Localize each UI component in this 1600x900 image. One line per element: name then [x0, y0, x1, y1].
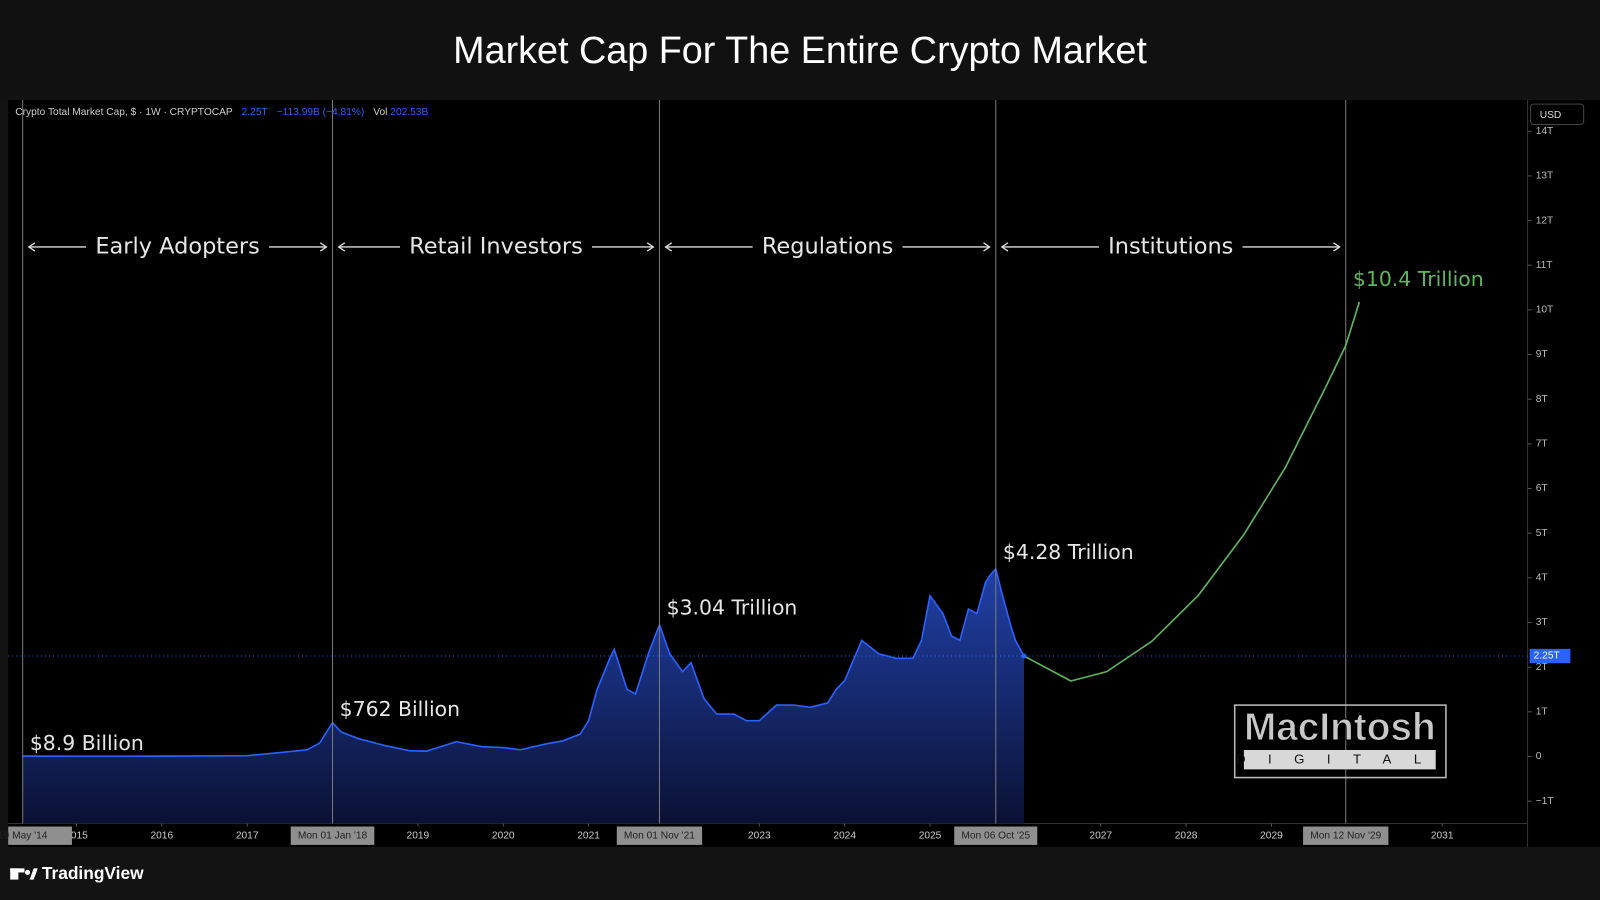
y-tick-label: −1T	[1536, 796, 1554, 807]
phase-arrowhead	[646, 242, 655, 252]
y-tick-label: 14T	[1536, 126, 1554, 137]
marker-label: 19 May '14	[0, 830, 48, 841]
x-tick-label: 2028	[1175, 830, 1198, 841]
x-tick-label: 2024	[833, 830, 856, 841]
area-line	[22, 567, 1025, 758]
header-price: 2.25T	[242, 107, 268, 118]
y-tick-label: 5T	[1536, 528, 1548, 539]
marker-label-box	[290, 826, 375, 845]
y-tick-label: 3T	[1536, 617, 1548, 628]
projection-line	[1024, 301, 1361, 682]
marker-label: Mon 12 Nov '29	[1310, 830, 1381, 841]
x-tick-label: 2025	[919, 830, 942, 841]
plot-area	[8, 100, 1528, 824]
marker-label: Mon 06 Oct '25	[961, 830, 1030, 841]
x-tick-label: 2019	[407, 830, 430, 841]
time-axis	[8, 823, 1528, 847]
watermark-frame	[1233, 704, 1447, 779]
phase-label: Early Adopters	[95, 233, 259, 259]
brand[interactable]: TradingView	[42, 863, 144, 883]
marker-label-box	[8, 826, 72, 845]
logo-shape	[25, 869, 31, 875]
logo-shape	[10, 868, 19, 880]
phase-arrowhead	[27, 242, 36, 252]
phase-label: Retail Investors	[409, 233, 583, 259]
x-tick-label: 2020	[492, 830, 515, 841]
value-annotation: $8.9 Billion	[30, 731, 144, 755]
symbol-header: Crypto Total Market Cap, $ · 1W · CRYPTO…	[15, 107, 428, 118]
y-tick-label: 1T	[1536, 707, 1548, 718]
y-tick-label: 7T	[1536, 439, 1548, 450]
value-annotation: $3.04 Trillion	[667, 595, 798, 619]
vol-value: 202.53B	[390, 107, 428, 118]
y-tick-label: 13T	[1536, 171, 1554, 182]
x-tick-label: 2021	[577, 830, 600, 841]
page-title: Market Cap For The Entire Crypto Market	[453, 29, 1147, 71]
phase-arrowhead	[983, 242, 991, 252]
y-tick-label: 0	[1536, 751, 1542, 762]
y-tick-label: 11T	[1536, 260, 1553, 271]
watermark-sub: DIGITAL	[1236, 752, 1444, 767]
brand-logo	[10, 868, 38, 880]
phase-label: Regulations	[762, 233, 894, 259]
marker-label: Mon 01 Jan '18	[298, 830, 368, 841]
value-annotation: $762 Billion	[340, 697, 460, 721]
area-fill	[22, 568, 1024, 824]
logo-shape	[10, 868, 25, 873]
x-tick-label: 2023	[748, 830, 771, 841]
value-annotation: $10.4 Trillion	[1353, 267, 1484, 291]
watermark-band	[1243, 750, 1436, 770]
phase-arrowhead	[664, 242, 673, 252]
y-tick-label: 6T	[1536, 483, 1548, 494]
y-tick-label: 9T	[1536, 349, 1548, 360]
marker-label-box	[616, 826, 703, 845]
y-tick-label: 12T	[1536, 215, 1554, 226]
phase-label: Institutions	[1108, 233, 1233, 259]
last-price-dot	[1021, 653, 1027, 659]
phase-arrowhead	[1000, 242, 1009, 252]
y-tick-label: 2T	[1536, 662, 1548, 673]
header-change: −113.99B (−4.81%)	[277, 107, 365, 118]
last-price-label: 2.25T	[1534, 651, 1560, 662]
phase-arrowhead	[337, 242, 346, 252]
marker-label: Mon 01 Nov '21	[624, 830, 695, 841]
y-tick-label: 4T	[1536, 573, 1548, 584]
y-tick-label: 8T	[1536, 394, 1548, 405]
currency: USD	[1540, 110, 1562, 121]
x-tick-label: 2031	[1431, 830, 1454, 841]
currency-box[interactable]	[1530, 103, 1585, 125]
x-tick-label: 2027	[1089, 830, 1112, 841]
watermark: MacIntosh DIGITAL	[1233, 704, 1447, 779]
symbol: Crypto Total Market Cap, $ · 1W · CRYPTO…	[15, 107, 233, 118]
x-tick-label: 2029	[1260, 830, 1283, 841]
last-price-box	[1529, 648, 1571, 664]
plot: Early Adopters Retail Investors Regulation…	[8, 100, 1528, 824]
x-tick-label: 2017	[236, 830, 259, 841]
y-tick-label: 10T	[1536, 305, 1554, 316]
marker-label-box	[954, 826, 1038, 845]
title-bar	[0, 0, 1600, 97]
x-tick-label: 2015	[65, 830, 88, 841]
value-annotation: $4.28 Trillion	[1003, 540, 1134, 564]
phase-arrowhead	[1333, 242, 1341, 252]
x-tick-label: 2016	[150, 830, 173, 841]
marker-label-box	[1303, 826, 1389, 845]
vol-label: Vol	[373, 107, 387, 118]
phase-arrowhead	[319, 242, 328, 252]
price-axis	[1527, 100, 1600, 847]
logo-shape	[29, 868, 38, 880]
watermark-name: MacIntosh	[1244, 706, 1436, 749]
